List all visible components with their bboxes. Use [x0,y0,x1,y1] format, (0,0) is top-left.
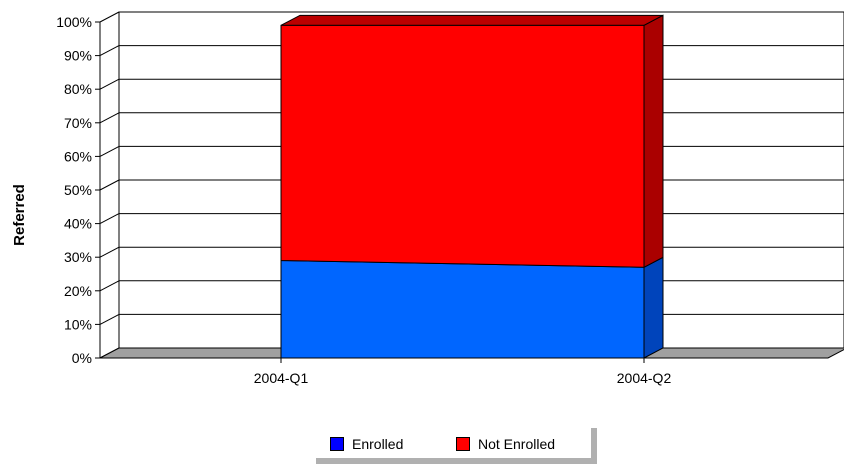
y-tick-label: 100% [56,14,92,30]
gridline-diagonal [99,45,120,57]
gridline-diagonal [99,78,120,90]
gridline-diagonal [99,313,120,325]
y-tick-label: 80% [64,81,92,97]
y-tick-label: 60% [64,148,92,164]
y-tick-label: 50% [64,182,92,198]
gridline-diagonal [99,112,120,124]
legend-swatch-not-enrolled [456,437,470,451]
y-axis-label: Referred [11,184,28,246]
y-tick-label: 70% [64,115,92,131]
y-tick-label: 40% [64,216,92,232]
gridline-diagonal [99,213,120,225]
gridline-diagonal [99,246,120,258]
gridline-diagonal [99,280,120,292]
y-tick-label: 30% [64,249,92,265]
gridline-diagonal [99,179,120,191]
area-top-not-enrolled [280,14,664,26]
area-not-enrolled [280,24,645,268]
legend-label-not-enrolled: Not Enrolled [478,436,556,452]
x-tick-label: 2004-Q2 [617,370,672,386]
y-tick-label: 90% [64,48,92,64]
y-tick-label: 10% [64,316,92,332]
legend-label-enrolled: Enrolled [352,436,404,452]
area-side-not-enrolled [643,14,664,269]
y-tick-label: 20% [64,283,92,299]
x-tick-label: 2004-Q1 [254,370,309,386]
gridline-diagonal [99,11,120,23]
legend-swatch-enrolled [330,437,344,451]
area-enrolled [280,260,645,359]
area-side-enrolled [643,256,664,359]
gridline-diagonal [99,145,120,157]
y-tick-label: 0% [72,350,92,366]
legend-item-not-enrolled: Not Enrolled [456,436,555,452]
legend: Enrolled Not Enrolled [316,428,597,464]
legend-item-enrolled: Enrolled [330,436,403,452]
